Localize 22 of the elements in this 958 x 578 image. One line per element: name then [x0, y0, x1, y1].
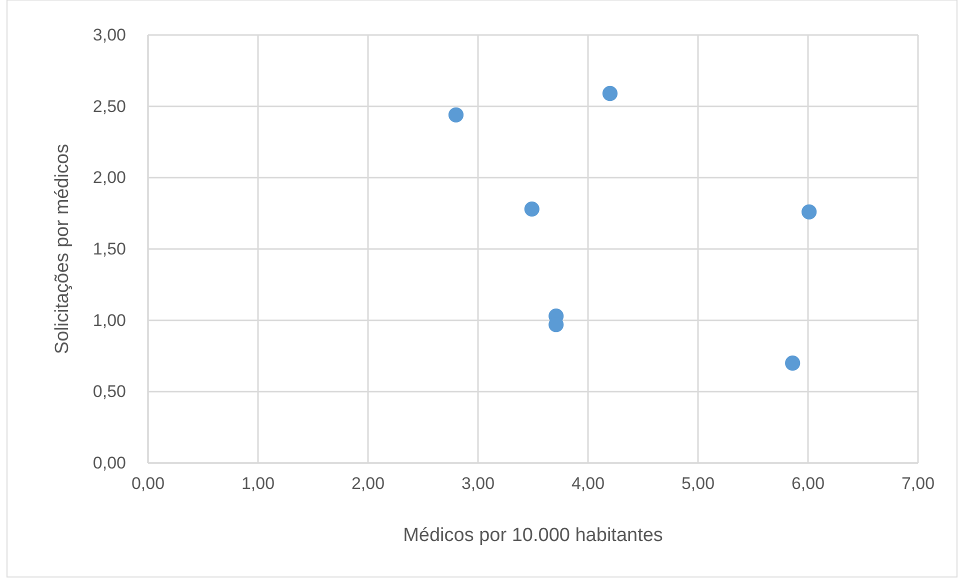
- x-tick-label: 5,00: [681, 474, 715, 494]
- point: [448, 107, 464, 122]
- point: [802, 204, 817, 220]
- y-tick-label: 1,50: [92, 239, 126, 258]
- point: [602, 86, 618, 102]
- y-tick-label: 2,50: [92, 96, 126, 116]
- x-tick-label: 1,00: [241, 474, 275, 494]
- y-tick-label: 0,50: [92, 382, 126, 402]
- x-tick-label: 7,00: [901, 474, 935, 494]
- x-tick-label: 3,00: [461, 474, 495, 494]
- x-tick-label: 2,00: [351, 474, 385, 494]
- x-tick-label: 0,00: [131, 474, 165, 494]
- y-tick-label: 0,00: [92, 453, 126, 472]
- x-axis-title: Médicos por 10.000 habitantes: [403, 525, 663, 546]
- y-tick-label: 3,00: [92, 25, 126, 44]
- y-axis-title: Solicitações por médicos: [52, 144, 73, 354]
- y-tick-label: 1,00: [92, 310, 126, 330]
- x-tick-label: 4,00: [571, 474, 605, 494]
- point: [524, 202, 540, 217]
- point: [785, 356, 800, 371]
- x-tick-label: 6,00: [791, 474, 825, 494]
- y-tick-label: 2,00: [92, 168, 126, 188]
